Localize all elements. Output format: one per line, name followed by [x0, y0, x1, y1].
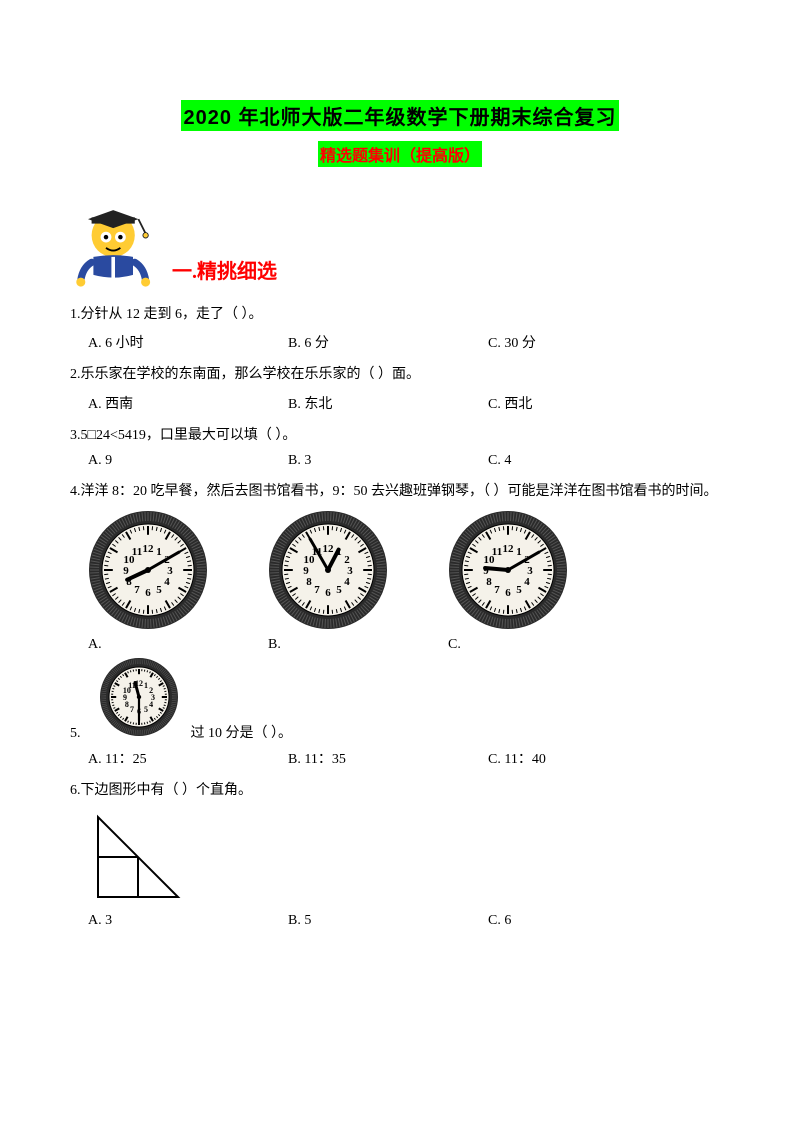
section-1-title: 一.精挑细选 [172, 255, 277, 284]
q4-opt-b: B. [268, 637, 388, 653]
svg-text:11: 11 [492, 546, 502, 558]
q1-opt-a: A. 6 小时 [88, 332, 288, 352]
header-block: 2020 年北师大版二年级数学下册期末综合复习 精选题集训（提高版） [70, 100, 730, 167]
q4-text: 4.洋洋 8：20 吃早餐，然后去图书馆看书，9：50 去兴趣班弹钢琴，（ ）可… [70, 481, 730, 503]
q2-text: 2.乐乐家在学校的东南面，那么学校在乐乐家的（ ）面。 [70, 364, 730, 386]
svg-text:4: 4 [344, 576, 350, 588]
clock-q5: 123456789101112 [99, 657, 179, 742]
svg-text:5: 5 [156, 584, 162, 596]
page-subtitle: 精选题集训（提高版） [318, 141, 482, 167]
svg-text:7: 7 [494, 584, 500, 596]
svg-text:7: 7 [130, 705, 134, 714]
q5-opt-c: C. 11：40 [488, 748, 688, 768]
clock-c: 123456789101112 [448, 510, 568, 635]
q5-opt-a: A. 11：25 [88, 748, 288, 768]
q1-options: A. 6 小时 B. 6 分 C. 30 分 [88, 332, 730, 352]
q5-row: 5. 123456789101112 过 10 分是（ ）。 [70, 657, 730, 742]
q1-opt-b: B. 6 分 [288, 332, 488, 352]
clock-b: 123456789101112 [268, 510, 388, 635]
svg-text:5: 5 [516, 584, 522, 596]
q4-opt-c: C. [448, 637, 568, 653]
q5-opt-b: B. 11：35 [288, 748, 488, 768]
q5-options: A. 11：25 B. 11：35 C. 11：40 [88, 748, 730, 768]
svg-text:4: 4 [524, 576, 530, 588]
svg-text:1: 1 [156, 546, 162, 558]
q3-opt-a: A. 9 [88, 453, 288, 469]
svg-text:6: 6 [505, 587, 511, 599]
q3-opt-b: B. 3 [288, 453, 488, 469]
svg-text:12: 12 [143, 543, 155, 555]
q6-opt-c: C. 6 [488, 913, 688, 929]
svg-text:4: 4 [149, 700, 153, 709]
page-title: 2020 年北师大版二年级数学下册期末综合复习 [181, 100, 618, 131]
q1-text: 1.分针从 12 走到 6，走了（ ）。 [70, 304, 730, 326]
q6-opt-b: B. 5 [288, 913, 488, 929]
svg-text:6: 6 [145, 587, 151, 599]
svg-text:7: 7 [314, 584, 320, 596]
svg-text:9: 9 [123, 565, 129, 577]
svg-text:12: 12 [503, 543, 515, 555]
svg-text:8: 8 [306, 576, 312, 588]
q2-options: A. 西南 B. 东北 C. 西北 [88, 393, 730, 413]
section-header-row: 一.精挑细选 [70, 195, 730, 290]
svg-text:5: 5 [144, 705, 148, 714]
q5-suffix: 过 10 分是（ ）。 [191, 722, 293, 742]
svg-text:6: 6 [325, 587, 331, 599]
q4-clocks: 123456789101112 A. 123456789101112 B. 12… [88, 510, 730, 653]
mascot-icon [70, 195, 160, 290]
svg-text:5: 5 [336, 584, 342, 596]
svg-text:1: 1 [516, 546, 522, 558]
q6-figure [88, 812, 730, 907]
svg-text:7: 7 [134, 584, 140, 596]
q6-text: 6.下边图形中有（ ）个直角。 [70, 780, 730, 802]
q1-opt-c: C. 30 分 [488, 332, 688, 352]
q3-opt-c: C. 4 [488, 453, 688, 469]
svg-text:1: 1 [144, 680, 148, 689]
q5-prefix: 5. [70, 726, 81, 742]
svg-text:9: 9 [303, 565, 309, 577]
q2-opt-a: A. 西南 [88, 393, 288, 413]
q6-options: A. 3 B. 5 C. 6 [88, 913, 730, 929]
q2-opt-c: C. 西北 [488, 393, 688, 413]
svg-text:8: 8 [486, 576, 492, 588]
q6-opt-a: A. 3 [88, 913, 288, 929]
svg-text:12: 12 [323, 543, 335, 555]
q3-text: 3.5□24<5419，口里最大可以填（ ）。 [70, 425, 730, 447]
svg-text:4: 4 [164, 576, 170, 588]
clock-a: 123456789101112 [88, 510, 208, 635]
q3-options: A. 9 B. 3 C. 4 [88, 453, 730, 469]
q2-opt-b: B. 东北 [288, 393, 488, 413]
svg-text:11: 11 [132, 546, 142, 558]
q4-opt-a: A. [88, 637, 208, 653]
